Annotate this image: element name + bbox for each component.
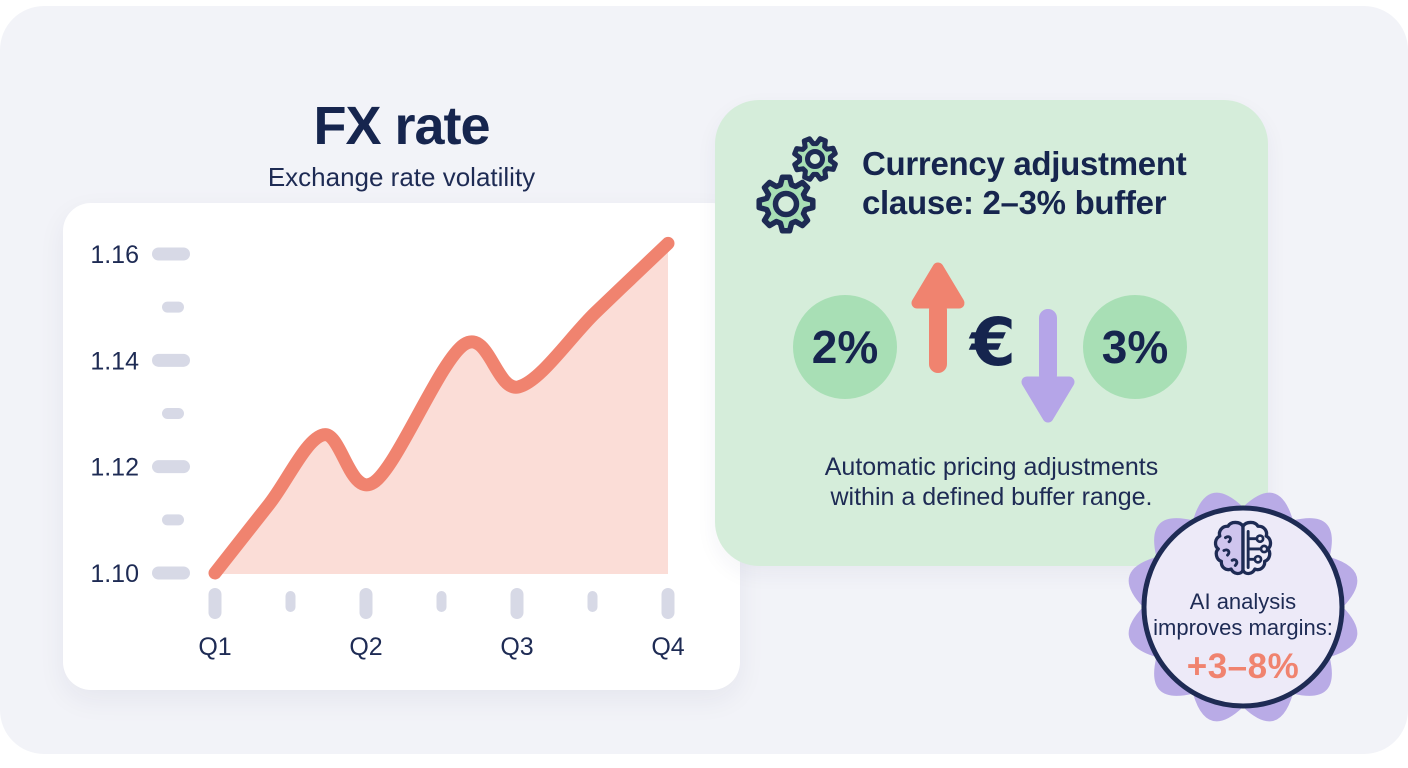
- clause-title-line2: clause: 2–3% buffer: [862, 184, 1167, 221]
- ai-badge-line2: improves margins:: [1153, 615, 1333, 640]
- area-fill: [215, 243, 668, 574]
- ai-badge-line1: AI analysis: [1189, 589, 1297, 614]
- clause-description: Automatic pricing adjustments within a d…: [715, 452, 1268, 512]
- seal-inner-circle: [1141, 505, 1345, 709]
- clause-title: Currency adjustment clause: 2–3% buffer: [862, 144, 1252, 222]
- seal-icon: [1128, 492, 1358, 722]
- x-major-tick: [359, 588, 373, 619]
- y-tick-label: 1.10: [90, 560, 139, 588]
- fx-chart-card: 1.10 1.12 1.14 1.16 Q1 Q2 Q3 Q4: [63, 203, 740, 690]
- euro-icon: €: [970, 304, 1016, 381]
- max-buffer-value: 3%: [1101, 321, 1169, 373]
- up-arrow-icon: [911, 262, 965, 373]
- x-tick-label: Q3: [500, 633, 533, 661]
- y-major-tick: [152, 460, 190, 474]
- min-buffer-badge: 2%: [793, 295, 897, 399]
- max-buffer-badge: 3%: [1083, 295, 1187, 399]
- fx-chart-subtitle: Exchange rate volatility: [267, 162, 536, 192]
- ai-badge-highlight: +3–8%: [1186, 647, 1300, 686]
- x-tick-label: Q4: [651, 633, 684, 661]
- clause-title-line1: Currency adjustment: [862, 145, 1187, 182]
- ai-badge: AI analysis improves margins: +3–8%: [1113, 477, 1373, 737]
- y-major-tick: [152, 566, 190, 580]
- x-minor-tick: [587, 591, 598, 612]
- y-tick-label: 1.16: [90, 241, 139, 269]
- y-major-tick: [152, 247, 190, 261]
- fx-line: [208, 236, 675, 580]
- y-major-tick: [152, 353, 190, 367]
- clause-description-line1: Automatic pricing adjustments: [824, 453, 1159, 481]
- clause-description-line2: within a defined buffer range.: [830, 483, 1153, 511]
- x-minor-tick: [436, 591, 447, 612]
- y-minor-tick: [162, 408, 184, 419]
- gears-icon: [756, 136, 838, 234]
- x-major-tick: [510, 588, 524, 619]
- min-buffer-value: 2%: [811, 321, 879, 373]
- ai-badge-text: AI analysis improves margins: +3–8%: [1113, 589, 1373, 687]
- x-major-tick: [208, 588, 222, 619]
- y-minor-tick: [162, 514, 184, 526]
- fx-area-chart: 1.10 1.12 1.14 1.16 Q1 Q2 Q3 Q4: [90, 236, 685, 661]
- y-tick-label: 1.12: [90, 454, 139, 482]
- fx-header: FX rate Exchange rate volatility: [63, 96, 740, 193]
- y-minor-tick: [162, 301, 184, 313]
- currency-clause-card: Currency adjustment clause: 2–3% buffer …: [715, 100, 1268, 566]
- down-arrow-icon: [1021, 309, 1075, 423]
- x-tick-label: Q2: [349, 633, 382, 661]
- x-major-tick: [661, 588, 675, 619]
- fx-chart-title: FX rate: [313, 96, 490, 156]
- brain-circuit-icon: [1213, 520, 1273, 576]
- x-minor-tick: [285, 591, 296, 612]
- y-tick-label: 1.14: [90, 347, 139, 375]
- x-tick-label: Q1: [198, 633, 231, 661]
